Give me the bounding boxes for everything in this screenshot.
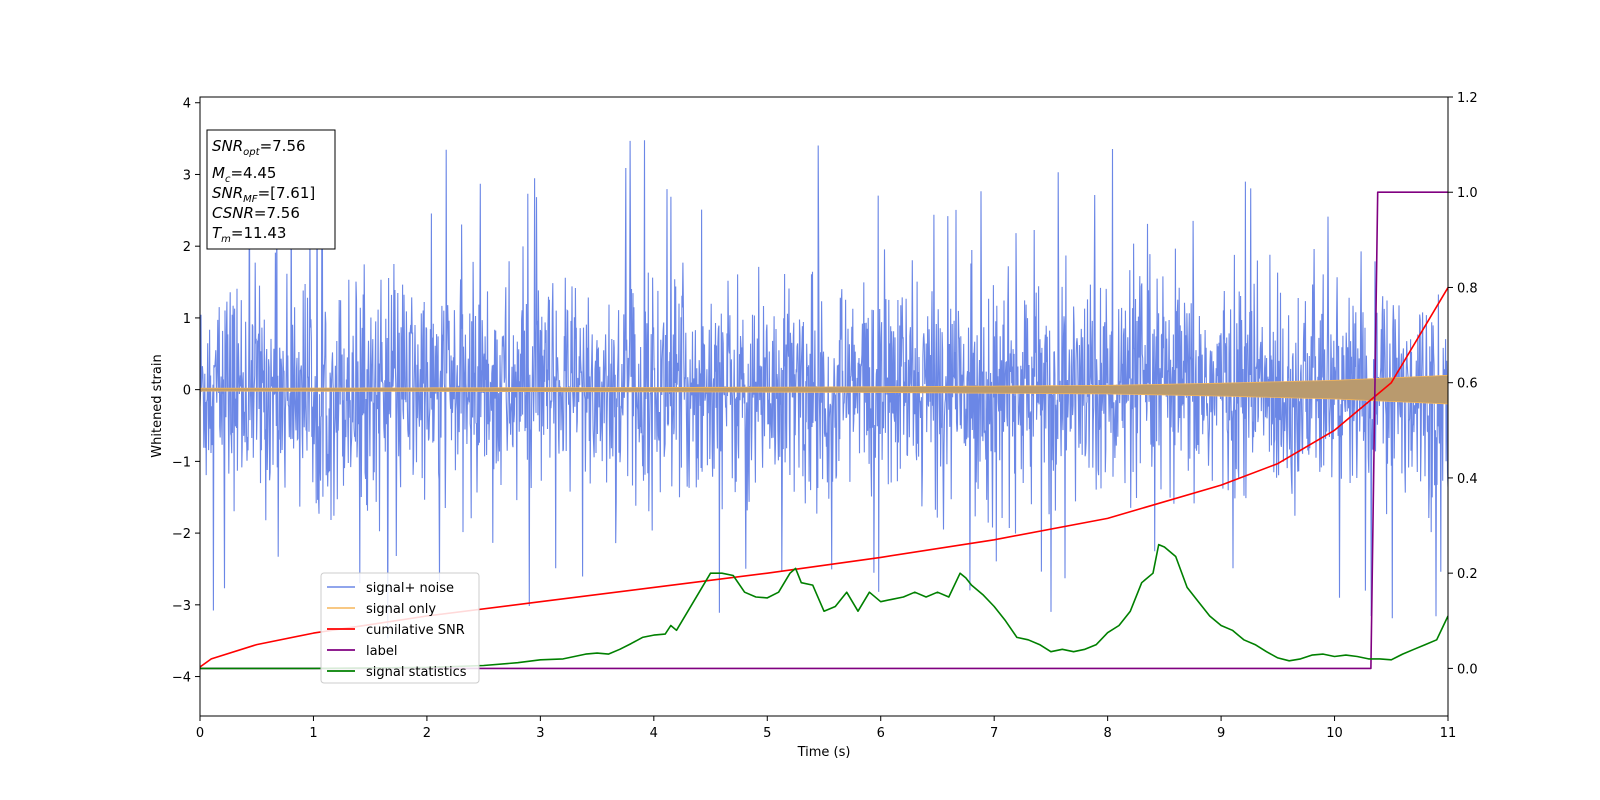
y-right-tick-label-4: 0.4 [1457, 472, 1478, 487]
info-line-2: SNRMF=[7.61] [212, 184, 315, 205]
x-tick-label-2: 2 [423, 726, 431, 741]
y-right-tick-label-5: 0.2 [1457, 567, 1478, 582]
y-axis-left-label: Whitened strain [150, 354, 165, 457]
x-tick-label-8: 8 [1103, 726, 1111, 741]
series-label [200, 191, 1448, 670]
y-left-tick-label-2: 2 [183, 240, 191, 255]
y-axis-left: 4 3 2 1 0 −1 −2 −3 −4 [172, 97, 200, 686]
y-left-tick-label-7: −3 [172, 599, 191, 614]
y-left-tick-label-3: 1 [183, 312, 191, 327]
y-left-tick-label-6: −2 [172, 527, 191, 542]
x-tick-label-4: 4 [650, 726, 658, 741]
legend-label-0: signal+ noise [366, 581, 454, 596]
x-tick-label-10: 10 [1326, 726, 1343, 741]
y-left-tick-label-1: 3 [183, 168, 191, 183]
x-axis: 0 1 2 3 4 5 6 7 8 9 10 11 [196, 716, 1456, 741]
y-right-tick-label-0: 1.2 [1457, 91, 1478, 106]
info-line-1: Mc=4.45 [212, 164, 276, 185]
series-layer [200, 140, 1448, 670]
x-tick-label-1: 1 [309, 726, 317, 741]
x-axis-label: Time (s) [797, 745, 851, 760]
legend-label-4: signal statistics [366, 665, 467, 680]
y-left-tick-label-8: −4 [172, 671, 191, 686]
y-axis-right: 1.2 1.0 0.8 0.6 0.4 0.2 0.0 [1448, 91, 1478, 677]
info-box-frame [206, 129, 336, 250]
series-signal-statistics [200, 543, 1448, 670]
plot-frame [199, 96, 1449, 717]
info-line-0: SNRopt=7.56 [212, 137, 306, 158]
series-cumilative-snr [200, 287, 1448, 668]
x-tick-label-6: 6 [877, 726, 885, 741]
info-line-4: Tm=11.43 [212, 224, 286, 245]
y-left-tick-label-4: 0 [183, 384, 191, 399]
series-signal-noise [200, 140, 1448, 639]
y-left-tick-label-5: −1 [172, 455, 191, 470]
legend: signal+ noise signal only cumilative SNR la… [320, 572, 480, 684]
legend-label-2: cumilative SNR [366, 623, 465, 638]
x-tick-label-11: 11 [1440, 726, 1457, 741]
y-right-tick-label-3: 0.6 [1457, 377, 1478, 392]
info-line-3: CSNR=7.56 [212, 204, 300, 222]
x-tick-label-3: 3 [536, 726, 544, 741]
x-tick-label-0: 0 [196, 726, 204, 741]
series-cumilative-snr-line [200, 287, 1448, 668]
x-tick-label-9: 9 [1217, 726, 1225, 741]
series-signal-statistics-line [200, 543, 1448, 670]
y-right-tick-label-6: 0.0 [1457, 662, 1478, 677]
series-signal-only [200, 374, 1448, 405]
series-label-line [200, 191, 1448, 670]
y-left-tick-label-0: 4 [183, 97, 191, 112]
y-right-tick-label-1: 1.0 [1457, 186, 1478, 201]
legend-frame [320, 572, 480, 684]
x-tick-label-5: 5 [763, 726, 771, 741]
x-tick-label-7: 7 [990, 726, 998, 741]
legend-label-1: signal only [366, 602, 436, 617]
legend-label-3: label [366, 644, 397, 659]
y-right-tick-label-2: 0.8 [1457, 281, 1478, 296]
